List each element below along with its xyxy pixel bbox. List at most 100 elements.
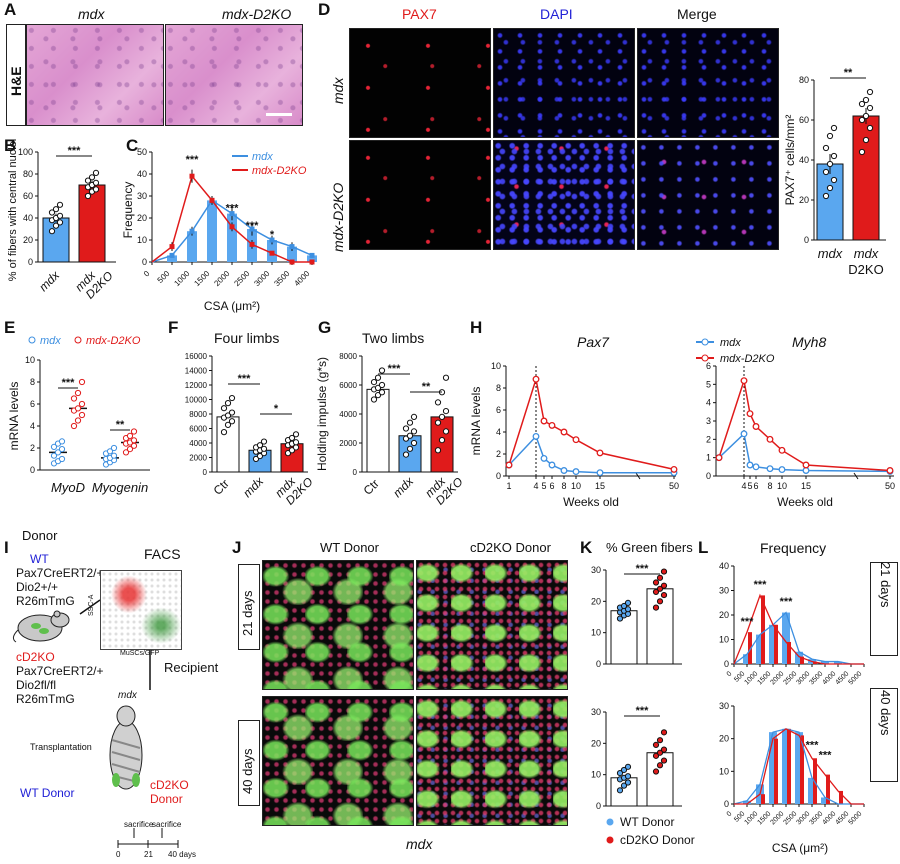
g-0-dot-5 [378,381,386,389]
f-0-dot-8 [228,394,236,402]
h-pax7-ytick-label-5: 10 [491,361,501,371]
g-2-dot-4 [438,413,446,420]
h-pax7-point-0-4 [560,467,568,474]
d-0-dot-5 [830,152,838,160]
h-myh8-ytick-label-2: 2 [706,434,711,444]
c-point-1-7 [309,259,315,265]
h-pax7-xtick-label-2: 5 [541,481,546,491]
l-title: Frequency [760,540,827,556]
h-pax7-xtick-label-0: 1 [506,481,511,491]
h-pax7-ytick-label-3: 6 [496,405,501,415]
j-image-cd2ko-21 [416,560,568,690]
e-legend-dot-d2ko [74,336,82,344]
mouse-icon [10,608,70,644]
e-1-1-dot-5 [130,437,138,444]
g-ytick-label-3: 6000 [339,381,357,390]
k40-1-dot-3 [652,752,660,759]
g-1-dot-4 [406,432,414,439]
g-ytick-label-4: 8000 [339,352,357,361]
c-ytick-label-3: 30 [137,191,147,201]
h-pax7-point-1-1 [532,375,540,383]
l21-bar-wt-4 [795,651,803,664]
b-0-dot-5 [56,212,64,219]
panel-letter-j: J [232,538,242,557]
b-1-dot-5 [92,179,100,186]
l40-bar-wt-6 [821,797,829,804]
c-point-1-2 [209,197,215,203]
b-1-dot-8 [92,169,100,176]
cd2ko-genotype-2: Dio2fl/fl [16,678,57,692]
l40-sig-1: *** [819,749,833,761]
k40-1-dot-5 [660,746,668,753]
wt-donor-label: WT Donor [20,786,75,800]
h-myh8-point-0-1 [740,430,748,438]
k-legend-cd2ko: cD2KO Donor [620,833,695,847]
k-legend-dot-wt [606,818,614,826]
b-1-dot-2 [92,186,100,193]
c-point-1-3 [229,224,235,230]
f-ytick-label-8: 16000 [185,352,208,361]
d-ytick-label-4: 80 [799,75,809,85]
c-bar-2 [207,200,217,262]
panel-title-f: Four limbs [214,330,280,346]
g-1-dot-8 [410,413,418,420]
l21-bar-cd2ko-2 [774,624,778,664]
b-0-dot-0 [48,228,56,235]
l40-bar-wt-2 [769,732,777,804]
e-1-0-dot-7 [106,448,114,455]
k40-sig: *** [636,705,650,717]
c-bar-7 [307,255,317,262]
h-pax7-xtick-label-1: 4 [533,481,538,491]
h-pax7-line-0 [508,435,674,474]
b-ytick-label-5: 100 [18,147,33,157]
e-0-1-dot-1 [74,417,82,424]
d-y-label: PAX7⁺ cells/mm² [783,115,797,206]
j-image-wt-21 [262,560,414,690]
f-0-dot-5 [228,409,236,416]
e-sig-1: ** [116,419,125,431]
d-sig: ** [844,67,853,79]
h-pax7-point-1-6 [596,449,604,457]
h-myh8-ytick-label-5: 5 [706,379,711,389]
e-legend-dot-mdx [28,336,36,344]
g-0-dot-8 [378,367,386,374]
l21-bar-wt-3 [782,612,790,664]
k21-ytick-label-1: 10 [591,628,601,638]
b-sig: *** [68,145,82,157]
j-col-label-wt: WT Donor [320,540,379,555]
l21-sig-0: *** [741,616,755,628]
he-image-mdx [26,24,164,126]
h-pax7-xtick-label-3: 6 [549,481,554,491]
b-1-dot-7 [88,174,96,181]
e-ytick-label-0: 0 [30,465,35,475]
f-1-dot-5 [260,445,268,452]
e-ytick-label-1: 2 [30,443,35,453]
k21-sig: *** [636,563,650,575]
e-legend-d2ko: mdx-D2KO [86,335,141,347]
h-pax7-point-1-0 [505,461,513,469]
d-col-label-merge: Merge [677,6,717,22]
b-ytick-label-0: 0 [28,257,33,267]
d-0-dot-3 [822,168,830,176]
e-0-1-dot-2 [78,411,86,419]
h-myh8-point-1-7 [886,467,894,474]
d-1-dot-7 [862,96,870,104]
h-myh8-point-0-5 [778,466,786,474]
l21-ytick-label-2: 20 [719,610,729,620]
h-myh8-line-1 [718,380,891,472]
e-0-1-dot-5 [78,400,86,408]
d-1-dot-1 [862,136,870,144]
l21-sig-2: *** [780,596,794,608]
donor-title: Donor [22,528,58,543]
panel-letter-h: H [470,318,483,337]
h-myh8-point-0-4 [766,465,774,473]
timeline-tick-21: 21 [144,850,153,859]
e-legend-mdx: mdx [40,335,61,347]
e-xlabel-1: Myogenin [92,480,148,495]
l-side-label-40: 40 days [878,690,893,736]
l40-bar-wt-0 [743,800,751,804]
c-sig-1: *** [226,202,240,214]
f-ytick-label-3: 6000 [189,425,207,434]
d-0-dot-8 [830,124,838,132]
h-pax7-xtick-label-6: 15 [595,481,605,491]
